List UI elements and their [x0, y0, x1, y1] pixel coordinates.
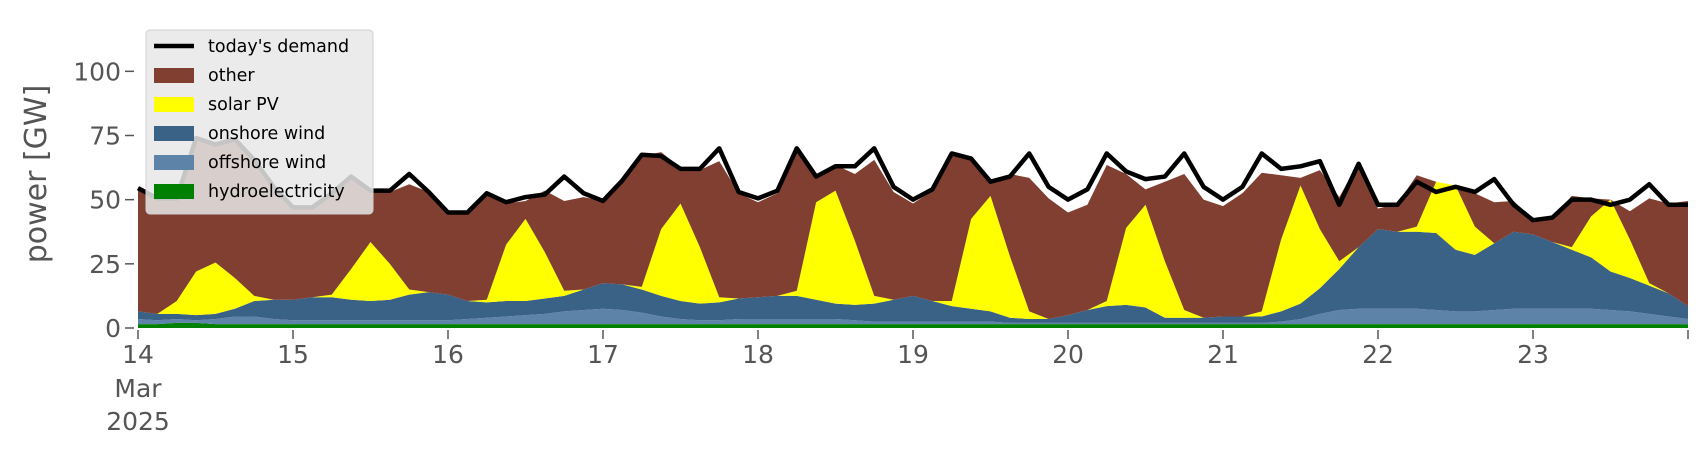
x-tick-label: 16	[432, 340, 464, 369]
area-offshore-wind	[138, 308, 1688, 325]
legend-swatch-onshore-wind	[154, 126, 194, 141]
legend: today's demand other solar PV onshore wind o…	[145, 29, 374, 215]
x-tick-sublabel: 2025	[106, 407, 170, 436]
x-tick-label: 22	[1362, 340, 1394, 369]
legend-swatch-offshore-wind	[154, 155, 194, 170]
y-tick-label: 25	[89, 250, 121, 279]
x-tick-label: 19	[897, 340, 929, 369]
x-tick-label: 15	[277, 340, 309, 369]
legend-box	[145, 29, 374, 215]
x-tick-label: 18	[742, 340, 774, 369]
legend-swatch-other	[154, 68, 194, 83]
x-tick-label: 17	[587, 340, 619, 369]
x-tick-label: 21	[1207, 340, 1239, 369]
x-tick-label: 23	[1517, 340, 1549, 369]
y-tick-label: 100	[73, 57, 121, 86]
legend-label-hydroelectricity: hydroelectricity	[208, 182, 345, 202]
area-other	[138, 138, 1688, 320]
legend-swatch-hydroelectricity	[154, 184, 194, 199]
x-tick-label: 20	[1052, 340, 1084, 369]
y-tick-label: 50	[89, 186, 121, 215]
y-axis: 0 25 50 75 100	[73, 57, 134, 343]
legend-label-offshore-wind: offshore wind	[208, 153, 326, 173]
line-today-s-demand	[136, 135, 1688, 223]
y-tick-label: 75	[89, 122, 121, 151]
area-onshore-wind	[138, 229, 1688, 323]
legend-label-solar-pv: solar PV	[208, 95, 279, 115]
x-tick-sublabel: Mar	[114, 374, 162, 403]
legend-label-onshore-wind: onshore wind	[208, 124, 325, 144]
y-tick-label: 0	[105, 314, 121, 343]
stacked-areas	[138, 138, 1688, 328]
legend-label-today-s-demand: today's demand	[208, 37, 349, 57]
x-tick-label: 14	[122, 340, 154, 369]
y-axis-label: power [GW]	[19, 85, 54, 264]
legend-swatch-solar-pv	[154, 97, 194, 112]
area-solar-pv	[138, 181, 1688, 320]
demand-line-layer	[136, 135, 1688, 223]
x-axis: 14 Mar 2025 15 16 17 18 19 20 21 22 23	[106, 330, 1689, 436]
legend-label-other: other	[208, 66, 255, 86]
